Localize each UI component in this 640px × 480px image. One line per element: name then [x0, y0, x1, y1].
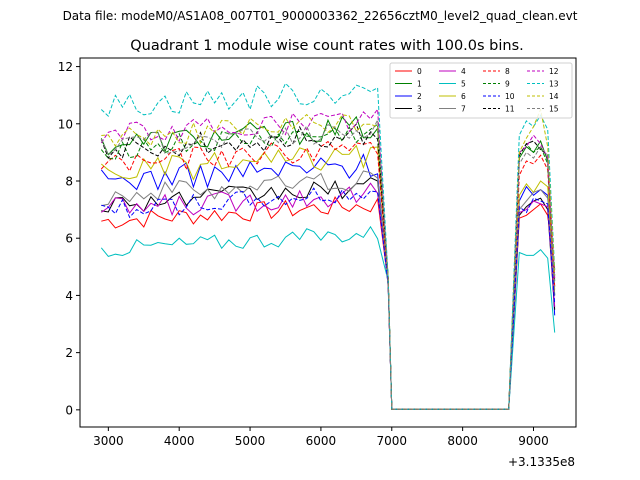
y-tick-label: 12: [58, 60, 73, 74]
legend-label-2: 2: [417, 92, 422, 101]
axes-frame: [79, 57, 577, 428]
x-tick-label: 5000: [235, 434, 266, 448]
legend-label-10: 10: [505, 92, 515, 101]
legend-label-3: 3: [417, 105, 422, 114]
x-axis-offset-label: +3.1335e8: [508, 455, 575, 469]
series-line-4: [101, 182, 556, 410]
legend-label-5: 5: [461, 80, 466, 89]
series-line-3: [101, 177, 556, 410]
legend-label-4: 4: [461, 67, 466, 76]
chart-title: Quadrant 1 module wise count rates with …: [130, 38, 524, 54]
series-lines: [100, 82, 556, 410]
y-tick-label: 6: [65, 232, 73, 246]
legend-label-7: 7: [461, 105, 466, 114]
legend-label-6: 6: [461, 92, 466, 101]
legend-label-1: 1: [417, 80, 422, 89]
series-line-6: [100, 144, 556, 410]
x-tick-label: 3000: [93, 434, 124, 448]
series-line-0: [101, 196, 556, 410]
legend-label-11: 11: [505, 105, 515, 114]
x-tick-label: 8000: [447, 434, 478, 448]
series-line-11: [100, 123, 556, 410]
y-tick-label: 2: [65, 346, 73, 360]
legend-label-13: 13: [549, 80, 559, 89]
y-tick-label: 4: [65, 289, 73, 303]
legend-label-9: 9: [505, 80, 510, 89]
series-line-2: [100, 153, 556, 410]
series-line-10: [101, 187, 556, 410]
y-tick-label: 8: [65, 175, 73, 189]
series-line-13: [100, 82, 556, 410]
legend-label-12: 12: [549, 67, 559, 76]
series-line-9: [100, 123, 556, 410]
y-tick-label: 10: [58, 117, 73, 131]
legend-label-0: 0: [417, 67, 422, 76]
series-line-5: [100, 225, 556, 410]
legend-label-15: 15: [549, 105, 559, 114]
data-file-caption: Data file: modeM0/AS1A08_007T01_90000033…: [63, 9, 578, 23]
x-tick-label: 6000: [306, 434, 337, 448]
legend-box: [389, 62, 573, 119]
series-line-8: [100, 140, 556, 410]
legend-label-14: 14: [549, 92, 559, 101]
x-tick-label: 4000: [164, 434, 195, 448]
y-tick-label: 0: [65, 403, 73, 417]
x-tick-label: 7000: [376, 434, 407, 448]
legend-label-8: 8: [505, 67, 510, 76]
series-line-15: [100, 118, 556, 410]
x-tick-label: 9000: [518, 434, 549, 448]
